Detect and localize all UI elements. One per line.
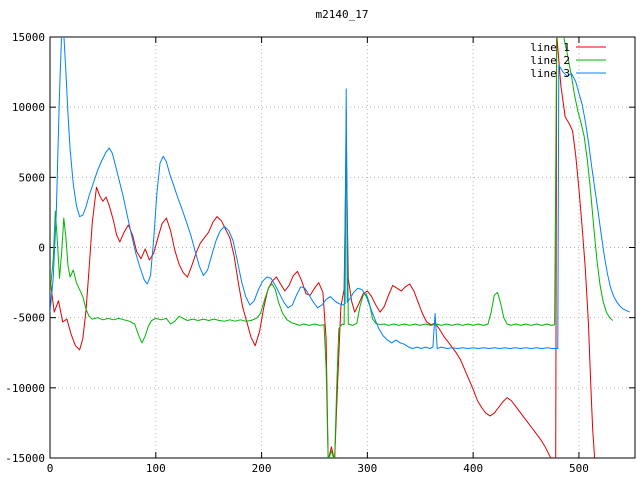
axes: 0 100 200 300 400 500 -15000 -10000 -5000 0 5000 10… [5, 31, 636, 475]
legend-label-2: line 2 [530, 54, 570, 67]
series-line-3 [50, 37, 630, 349]
series-line-2 [50, 37, 614, 458]
x-tick-label: 200 [252, 462, 272, 475]
y-tick-label: 5000 [19, 171, 46, 184]
grid [50, 37, 635, 458]
x-tick-label: 0 [47, 462, 54, 475]
series-group [50, 37, 630, 458]
legend-label-1: line 1 [530, 41, 570, 54]
x-tick-label: 500 [569, 462, 589, 475]
x-tick-label: 300 [357, 462, 377, 475]
x-tick-label: 100 [146, 462, 166, 475]
y-tick-label: 15000 [12, 31, 45, 44]
y-tick-label: -5000 [12, 312, 45, 325]
y-tick-label: 0 [38, 242, 45, 255]
legend-label-3: line 3 [530, 67, 570, 80]
chart-title: m2140_17 [316, 8, 369, 21]
series-line-1 [50, 37, 596, 458]
y-tick-label: -10000 [5, 382, 45, 395]
y-tick-label: 10000 [12, 101, 45, 114]
x-tick-label: 400 [463, 462, 483, 475]
y-tick-label: -15000 [5, 452, 45, 465]
